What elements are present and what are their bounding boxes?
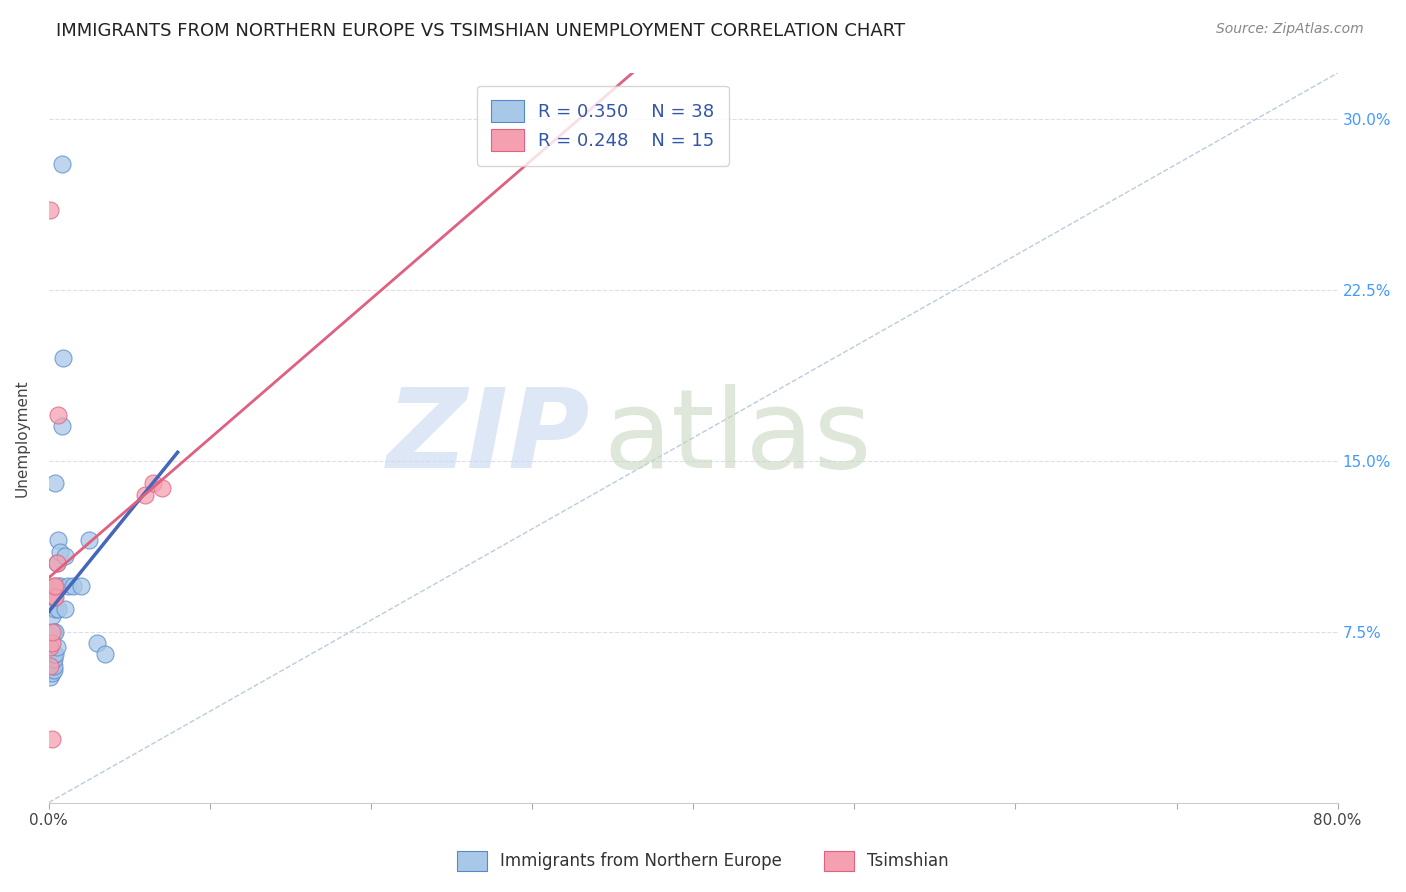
Point xyxy=(48,601,70,615)
Point xyxy=(150,481,173,495)
Point xyxy=(62,579,84,593)
Point xyxy=(42,591,65,605)
Point xyxy=(94,648,117,662)
Point xyxy=(134,488,156,502)
Point xyxy=(48,408,70,422)
Point xyxy=(42,663,65,677)
Point xyxy=(41,665,63,680)
Legend: R = 0.350    N = 38, R = 0.248    N = 15: R = 0.350 N = 38, R = 0.248 N = 15 xyxy=(477,86,730,166)
Point xyxy=(39,658,62,673)
Point xyxy=(48,579,70,593)
Point xyxy=(39,652,62,666)
Point xyxy=(49,579,72,593)
Point xyxy=(45,556,67,570)
Point xyxy=(56,579,79,593)
Point xyxy=(39,654,62,668)
Point xyxy=(48,533,70,548)
Point xyxy=(44,476,66,491)
Point xyxy=(39,670,62,684)
Point xyxy=(51,157,73,171)
Point xyxy=(39,202,62,217)
Point xyxy=(41,652,63,666)
Point xyxy=(42,652,65,666)
Point xyxy=(42,658,65,673)
Point xyxy=(45,556,67,570)
Point xyxy=(53,549,76,564)
Point xyxy=(44,648,66,662)
Point xyxy=(53,601,76,615)
Point xyxy=(41,658,63,673)
Y-axis label: Unemployment: Unemployment xyxy=(15,379,30,497)
Point xyxy=(45,640,67,655)
Point xyxy=(44,591,66,605)
Point xyxy=(44,601,66,615)
Point xyxy=(44,624,66,639)
Point xyxy=(42,624,65,639)
Point xyxy=(41,731,63,746)
Point xyxy=(51,419,73,434)
Point xyxy=(77,533,100,548)
Point xyxy=(142,476,165,491)
Point xyxy=(42,591,65,605)
Point xyxy=(70,579,93,593)
Point xyxy=(39,658,62,673)
Point xyxy=(49,545,72,559)
Legend: Immigrants from Northern Europe, Tsimshian: Immigrants from Northern Europe, Tsimshi… xyxy=(449,842,957,880)
Point xyxy=(41,608,63,623)
Text: Source: ZipAtlas.com: Source: ZipAtlas.com xyxy=(1216,22,1364,37)
Point xyxy=(52,351,75,365)
Point xyxy=(41,648,63,662)
Text: ZIP: ZIP xyxy=(387,384,591,491)
Text: IMMIGRANTS FROM NORTHERN EUROPE VS TSIMSHIAN UNEMPLOYMENT CORRELATION CHART: IMMIGRANTS FROM NORTHERN EUROPE VS TSIMS… xyxy=(56,22,905,40)
Point xyxy=(86,636,108,650)
Point xyxy=(41,654,63,668)
Text: atlas: atlas xyxy=(603,384,872,491)
Point xyxy=(41,624,63,639)
Point xyxy=(42,648,65,662)
Point xyxy=(39,640,62,655)
Point xyxy=(41,636,63,650)
Point xyxy=(42,579,65,593)
Point xyxy=(39,663,62,677)
Point xyxy=(44,579,66,593)
